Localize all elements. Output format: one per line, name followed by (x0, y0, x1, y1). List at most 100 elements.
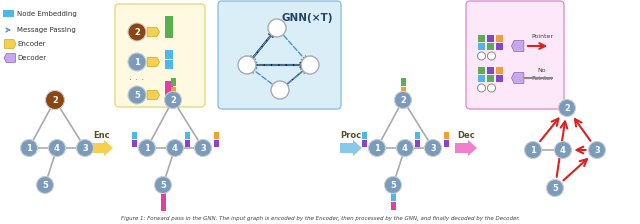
Text: 3: 3 (200, 144, 206, 153)
Text: Message Passing: Message Passing (17, 27, 76, 33)
Bar (390, 193, 396, 201)
Text: 2: 2 (134, 28, 140, 37)
Text: 5: 5 (390, 181, 396, 190)
Bar (165, 16, 173, 38)
Circle shape (589, 142, 605, 159)
Text: 4: 4 (560, 146, 566, 155)
Circle shape (20, 140, 38, 157)
Circle shape (166, 140, 184, 157)
Bar (487, 43, 494, 50)
Text: 1: 1 (144, 144, 150, 153)
Text: 2: 2 (564, 103, 570, 112)
Text: Node Embedding: Node Embedding (17, 11, 77, 17)
Bar (131, 132, 136, 139)
Circle shape (77, 140, 93, 157)
Bar (362, 132, 367, 139)
Text: 5: 5 (42, 181, 48, 190)
Bar (478, 67, 485, 74)
Text: 3: 3 (430, 144, 436, 153)
Polygon shape (4, 39, 16, 49)
Text: 4: 4 (172, 144, 178, 153)
Circle shape (271, 81, 289, 99)
Bar (487, 75, 494, 82)
Circle shape (268, 19, 286, 37)
FancyBboxPatch shape (218, 1, 341, 109)
Circle shape (301, 56, 319, 74)
Bar (214, 132, 218, 139)
Text: Dec: Dec (457, 131, 475, 140)
Circle shape (394, 91, 412, 108)
Bar (487, 35, 494, 42)
Circle shape (369, 140, 385, 157)
Circle shape (195, 140, 211, 157)
Bar (496, 67, 503, 74)
Bar (478, 75, 485, 82)
Bar (478, 35, 485, 42)
Bar (165, 60, 173, 69)
FancyArrow shape (455, 140, 477, 156)
Bar (444, 140, 449, 147)
Text: Enc: Enc (93, 131, 110, 140)
Circle shape (547, 179, 563, 196)
Circle shape (385, 177, 401, 194)
Circle shape (488, 84, 495, 92)
Text: GNN(×T): GNN(×T) (281, 13, 333, 23)
Bar (496, 43, 503, 50)
Bar (478, 43, 485, 50)
Bar (165, 81, 173, 101)
Circle shape (154, 177, 172, 194)
Polygon shape (147, 90, 159, 99)
Circle shape (45, 90, 65, 110)
Polygon shape (511, 73, 524, 84)
Text: No: No (538, 67, 547, 73)
Circle shape (128, 23, 146, 41)
FancyArrow shape (340, 140, 362, 156)
Text: 5: 5 (552, 183, 558, 192)
Bar (487, 67, 494, 74)
Circle shape (128, 86, 146, 104)
Circle shape (477, 52, 486, 60)
Bar (3, 10, 14, 17)
Bar (170, 87, 175, 95)
Text: · · ·: · · · (129, 75, 145, 85)
Text: 5: 5 (160, 181, 166, 190)
Bar (214, 140, 218, 147)
Bar (184, 140, 189, 147)
Circle shape (36, 177, 54, 194)
FancyBboxPatch shape (115, 4, 205, 107)
Bar (415, 132, 419, 139)
Circle shape (238, 56, 256, 74)
Circle shape (397, 140, 413, 157)
Bar (415, 140, 419, 147)
Bar (184, 132, 189, 139)
Circle shape (488, 52, 495, 60)
Bar (496, 35, 503, 42)
Text: 2: 2 (170, 95, 176, 105)
Bar (161, 193, 166, 211)
Text: Figure 1: Forward pass in the GNN. The input graph is encoded by the Encoder, th: Figure 1: Forward pass in the GNN. The i… (120, 215, 520, 220)
Text: 4: 4 (54, 144, 60, 153)
Bar (170, 78, 175, 86)
Circle shape (138, 140, 156, 157)
Text: 3: 3 (594, 146, 600, 155)
Text: Proc: Proc (340, 131, 362, 140)
Text: 1: 1 (374, 144, 380, 153)
Text: 2: 2 (400, 95, 406, 105)
Circle shape (525, 142, 541, 159)
Polygon shape (147, 58, 159, 67)
Circle shape (49, 140, 65, 157)
Polygon shape (4, 54, 15, 62)
Bar (401, 87, 406, 95)
Bar (444, 132, 449, 139)
Text: Encoder: Encoder (17, 41, 45, 47)
Bar (362, 140, 367, 147)
Text: 2: 2 (52, 95, 58, 105)
Circle shape (559, 99, 575, 116)
Text: Pointer: Pointer (531, 34, 553, 39)
Circle shape (477, 84, 486, 92)
Circle shape (128, 53, 146, 71)
Bar (496, 75, 503, 82)
Text: 5: 5 (134, 90, 140, 99)
Circle shape (164, 91, 182, 108)
Text: 1: 1 (530, 146, 536, 155)
